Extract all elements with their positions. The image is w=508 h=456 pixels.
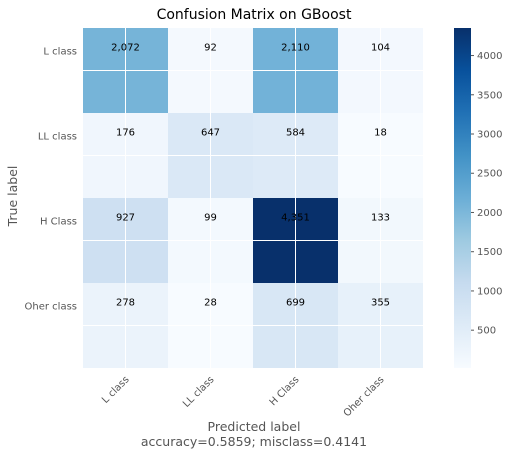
colorbar-tick-label: 1500: [477, 247, 502, 258]
chart-title: Confusion Matrix on GBoost: [157, 7, 352, 23]
x-tick-label: Oher class: [342, 374, 387, 419]
heatmap-cells: [83, 28, 423, 368]
cell-value-label: 927: [116, 213, 135, 224]
colorbar-tick-label: 1000: [477, 286, 502, 297]
cell-value-label: 278: [116, 298, 135, 309]
y-tick-label: L class: [43, 47, 77, 58]
cell-value-label: 133: [371, 213, 390, 224]
cell-value-label: 28: [204, 298, 217, 309]
cell-value-label: 2,072: [111, 43, 140, 54]
gridlines: [83, 28, 423, 368]
cell-value-label: 584: [286, 128, 305, 139]
x-tick-labels: L class LL class H Class Oher class: [100, 374, 387, 419]
cell-value-label: 4,351: [281, 213, 310, 224]
cell-value-label: 2,110: [281, 43, 310, 54]
cell-value-labels: 2,072 92 2,110 104 176 647 584 18 927 99 4,351 133 2…: [111, 43, 390, 309]
x-tick-label: L class: [100, 374, 132, 406]
colorbar-tick-label: 2000: [477, 208, 502, 219]
colorbar: 500 1000 1500 2000 2500 3000 3500 4000: [454, 28, 502, 368]
x-axis-label: Predicted label: [208, 419, 301, 434]
cell-value-label: 699: [286, 298, 305, 309]
y-tick-label: Oher class: [25, 302, 77, 313]
y-tick-label: LL class: [38, 132, 77, 143]
colorbar-tick-label: 3000: [477, 130, 502, 141]
colorbar-tick-label: 500: [477, 326, 496, 337]
y-tick-labels: L class LL class H Class Oher class: [25, 47, 77, 313]
cell-value-label: 355: [371, 298, 390, 309]
colorbar-tick-label: 4000: [477, 51, 502, 62]
cell-value-label: 18: [374, 128, 387, 139]
cell-value-label: 99: [204, 213, 217, 224]
x-tick-label: H Class: [268, 374, 302, 408]
cell-value-label: 104: [371, 43, 390, 54]
y-tick-label: H Class: [40, 217, 77, 228]
colorbar-tick-label: 2500: [477, 169, 502, 180]
colorbar-tick-label: 3500: [477, 90, 502, 101]
accuracy-label: accuracy=0.5859; misclass=0.4141: [141, 434, 367, 449]
x-tick-label: LL class: [181, 374, 216, 409]
cell-value-label: 176: [116, 128, 135, 139]
y-axis-label: True label: [5, 166, 20, 228]
cell-value-label: 92: [204, 43, 217, 54]
cell-value-label: 647: [201, 128, 220, 139]
colorbar-gradient: [454, 28, 471, 368]
